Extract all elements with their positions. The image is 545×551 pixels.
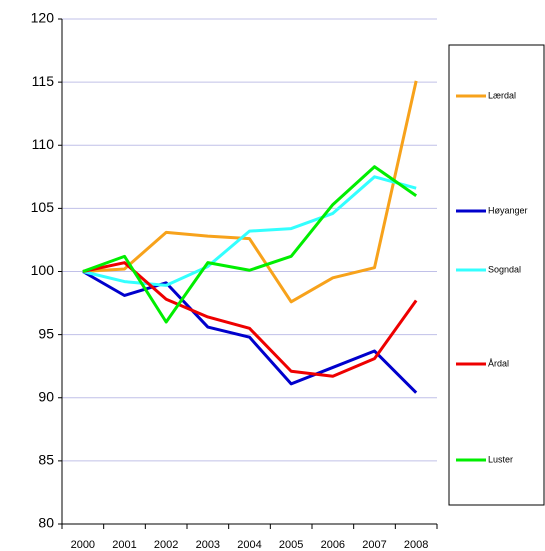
y-tick-label: 80	[38, 515, 54, 531]
y-tick-label: 95	[38, 325, 54, 341]
x-tick-label: 2004	[237, 539, 261, 551]
legend-box	[448, 44, 545, 506]
y-tick-label: 115	[32, 73, 55, 89]
y-tick-label: 105	[31, 199, 55, 215]
y-tick-label: 90	[38, 388, 54, 404]
series-line	[82, 80, 418, 304]
x-tick-label: 2007	[362, 539, 386, 551]
x-tick-label: 2006	[321, 539, 345, 551]
series-line	[82, 175, 417, 287]
y-tick-label: 110	[32, 136, 55, 152]
legend-label: Sogndal	[488, 264, 521, 274]
legend-label: Luster	[488, 454, 513, 464]
series-line	[82, 165, 418, 324]
legend-label: Lærdal	[488, 90, 516, 100]
legend-label: Høyanger	[488, 205, 528, 215]
x-tick-label: 2002	[154, 539, 178, 551]
x-tick-label: 2008	[404, 539, 428, 551]
legend-label: Årdal	[488, 358, 509, 368]
x-tick-label: 2000	[71, 539, 95, 551]
x-tick-label: 2001	[112, 539, 136, 551]
y-tick-label: 100	[31, 262, 55, 278]
x-tick-label: 2003	[196, 539, 220, 551]
y-tick-label: 120	[31, 10, 55, 26]
series-line	[82, 270, 418, 394]
series-line	[82, 261, 418, 378]
x-tick-label: 2005	[279, 539, 303, 551]
y-tick-label: 85	[38, 452, 54, 468]
